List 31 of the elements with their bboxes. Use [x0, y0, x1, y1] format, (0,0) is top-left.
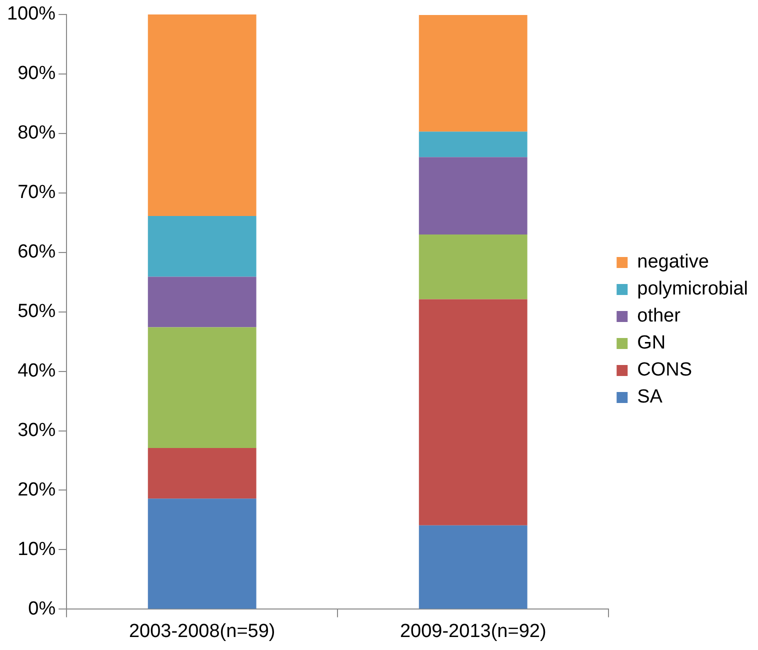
bar	[418, 157, 528, 234]
bar	[418, 14, 528, 132]
bar	[148, 498, 256, 609]
y-tick-label: 30%	[18, 420, 56, 441]
bar	[418, 299, 528, 526]
bar	[418, 132, 528, 158]
y-tick-label: 80%	[18, 122, 56, 144]
y-tick-label: 10%	[18, 538, 56, 560]
bar	[148, 327, 256, 448]
legend-label: CONS	[637, 360, 692, 381]
bar	[418, 234, 528, 300]
legend-label: polymicrobial	[637, 278, 748, 300]
legend-label: GN	[637, 332, 666, 354]
y-tick-label: 0%	[28, 598, 56, 620]
legend-label: negative	[637, 252, 709, 273]
y-tick-label: 60%	[18, 242, 56, 263]
y-tick-label: 70%	[18, 182, 56, 204]
x-tick-label: 2003-2008(n=59)	[128, 620, 276, 642]
legend-label: SA	[637, 386, 663, 408]
bar	[148, 448, 256, 499]
x-tick-label: 2009-2013(n=92)	[400, 620, 546, 642]
bar	[148, 276, 256, 328]
bar	[148, 216, 256, 277]
legend-label: other	[637, 306, 682, 327]
y-tick-label: 50%	[18, 301, 56, 322]
y-tick-label: 20%	[18, 479, 56, 500]
bar	[148, 14, 256, 216]
bar	[418, 525, 528, 609]
y-tick-label: 90%	[18, 63, 56, 84]
y-tick-label: 100%	[6, 4, 56, 25]
y-tick-label: 40%	[18, 360, 56, 382]
